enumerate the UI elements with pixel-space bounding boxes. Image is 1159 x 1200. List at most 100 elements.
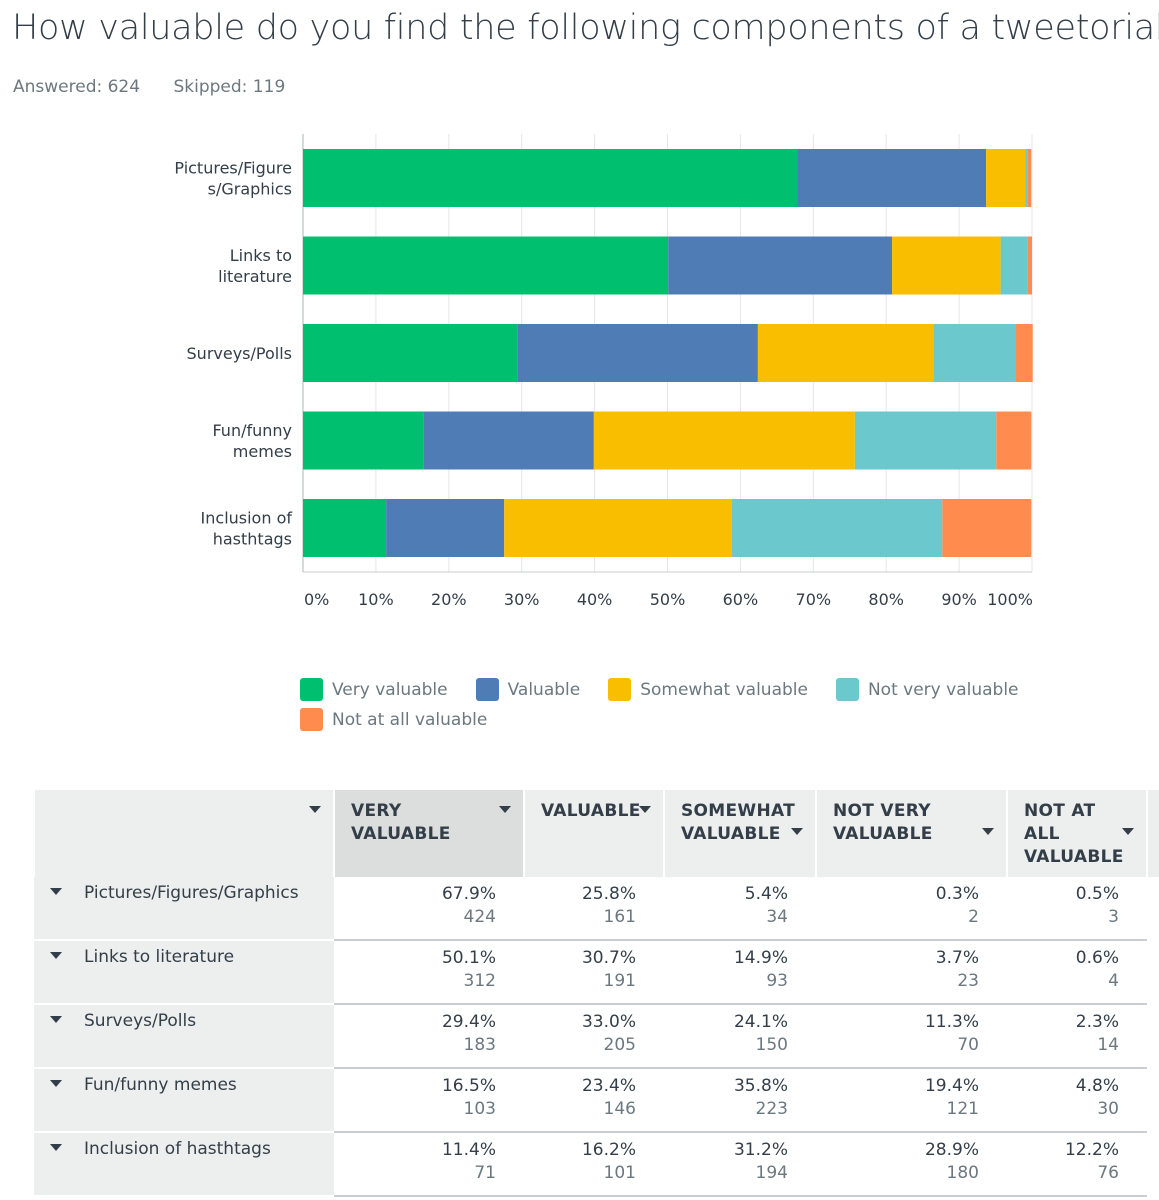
legend-swatch (300, 708, 323, 731)
table-cell: 0.6% 4 (1007, 940, 1147, 1005)
x-tick-label: 80% (868, 590, 904, 609)
response-stats: Answered: 624 Skipped: 119 (13, 77, 313, 97)
row-label[interactable]: Links to literature (34, 940, 334, 1005)
bar-segment (1000, 236, 1028, 295)
category-label: memes (233, 442, 292, 461)
bar-segment (757, 324, 934, 382)
table-row: Surveys/Polls 29.4% 183 33.0% 205 24.1% 150 11.… (34, 1004, 1159, 1069)
expand-caret-icon[interactable] (50, 888, 62, 895)
sort-caret-icon[interactable] (1122, 828, 1134, 835)
table-cell: 24.1% 150 (664, 1004, 816, 1069)
answered-count: Answered: 624 (13, 77, 141, 97)
cell-percent: 5.4% (744, 884, 788, 904)
cell-percent: 11.3% (924, 1012, 979, 1032)
cell-count: 183 (463, 1035, 496, 1055)
table-cell: 5.4% 34 (664, 877, 816, 941)
legend-label: Somewhat valuable (640, 679, 808, 700)
bar-segment (942, 499, 1032, 557)
legend-item: Valuable (475, 678, 580, 701)
cell-count: 101 (603, 1163, 636, 1183)
bar-segment (1025, 149, 1028, 207)
sort-caret-icon[interactable] (309, 806, 321, 813)
category-label: Surveys/Polls (187, 344, 292, 363)
cell-count: 121 (946, 1099, 979, 1119)
table-cell: 19.4% 121 (816, 1068, 1007, 1133)
sort-caret-icon[interactable] (982, 828, 994, 835)
expand-caret-icon[interactable] (50, 952, 62, 959)
expand-caret-icon[interactable] (50, 1144, 62, 1151)
bar-segment (933, 324, 1016, 382)
table-row-edge (1147, 877, 1159, 940)
expand-caret-icon[interactable] (50, 1016, 62, 1023)
row-label-text: Pictures/Figures/Graphics (84, 883, 299, 903)
table-row-edge (1147, 1132, 1159, 1196)
table-cell: 67.9% 424 (334, 877, 524, 941)
cell-count: 146 (603, 1099, 636, 1119)
cell-percent: 25.8% (581, 884, 636, 904)
x-tick-label: 50% (650, 590, 686, 609)
row-label-text: Fun/funny memes (84, 1075, 237, 1095)
expand-caret-icon[interactable] (50, 1080, 62, 1087)
table-cell: 16.5% 103 (334, 1068, 524, 1133)
table-header-cell[interactable]: SOMEWHAT VALUABLE (663, 790, 816, 877)
cell-count: 71 (474, 1163, 496, 1183)
row-label-text: Inclusion of hasthtags (84, 1139, 271, 1159)
x-tick-label: 100% (987, 590, 1033, 609)
table-header-cell[interactable]: NOT VERY VALUABLE (815, 790, 1007, 877)
legend-swatch (835, 678, 859, 701)
bar-segment (303, 149, 798, 207)
legend-item: Not at all valuable (300, 708, 487, 731)
bar-segment (892, 236, 1001, 295)
bar-segment (1027, 149, 1032, 207)
category-label: literature (218, 267, 292, 286)
sort-caret-icon[interactable] (639, 806, 651, 813)
row-label[interactable]: Inclusion of hasthtags (34, 1132, 334, 1197)
table-header-edge (1146, 790, 1159, 877)
bar-segment (1027, 236, 1032, 295)
cell-count: 30 (1097, 1099, 1119, 1119)
row-label-text: Links to literature (84, 947, 235, 967)
cell-count: 2 (968, 907, 979, 927)
bar-segment (303, 324, 518, 382)
chart-legend: Very valuable Valuable Somewhat valuable No… (300, 678, 1060, 738)
table-row-edge (1147, 940, 1159, 1004)
table-row-edge (1147, 1068, 1159, 1132)
bar-segment (986, 149, 1026, 207)
table-header-cell[interactable]: VALUABLE (523, 790, 664, 877)
table-header-blank[interactable] (33, 790, 334, 877)
table-header-cell[interactable]: VERY VALUABLE (333, 790, 524, 877)
legend-label: Very valuable (332, 679, 448, 700)
legend-label: Not at all valuable (332, 709, 488, 730)
bar-segment (996, 411, 1032, 470)
row-label[interactable]: Fun/funny memes (34, 1068, 334, 1133)
table-cell: 3.7% 23 (816, 940, 1007, 1005)
table-cell: 28.9% 180 (816, 1132, 1007, 1197)
table-header-cell[interactable]: NOT AT ALL VALUABLE (1006, 790, 1147, 877)
bar-segment (668, 236, 893, 295)
cell-count: 161 (603, 907, 636, 927)
cell-percent: 67.9% (441, 884, 496, 904)
cell-percent: 50.1% (441, 948, 496, 968)
results-table: VERY VALUABLE VALUABLE SOMEWHAT VALUABLE NO… (33, 790, 1159, 1197)
table-cell: 35.8% 223 (664, 1068, 816, 1133)
cell-percent: 14.9% (733, 948, 788, 968)
x-tick-label: 30% (504, 590, 540, 609)
bar-segment (303, 499, 387, 557)
sort-caret-icon[interactable] (499, 806, 511, 813)
cell-count: 223 (755, 1099, 788, 1119)
row-label[interactable]: Surveys/Polls (34, 1004, 334, 1069)
skipped-count: Skipped: 119 (173, 77, 286, 97)
row-label[interactable]: Pictures/Figures/Graphics (34, 877, 334, 941)
bar-segment (797, 149, 987, 207)
table-cell: 23.4% 146 (524, 1068, 664, 1133)
legend-swatch (608, 678, 632, 701)
category-label: hasthtags (213, 530, 292, 549)
category-label: Inclusion of (201, 509, 293, 528)
cell-count: 93 (766, 971, 788, 991)
cell-count: 205 (603, 1035, 636, 1055)
sort-caret-icon[interactable] (791, 828, 803, 835)
table-row: Pictures/Figures/Graphics 67.9% 424 25.8% 16… (34, 877, 1159, 941)
cell-percent: 3.7% (935, 948, 979, 968)
cell-count: 3 (1108, 907, 1119, 927)
bar-segment (517, 324, 758, 382)
